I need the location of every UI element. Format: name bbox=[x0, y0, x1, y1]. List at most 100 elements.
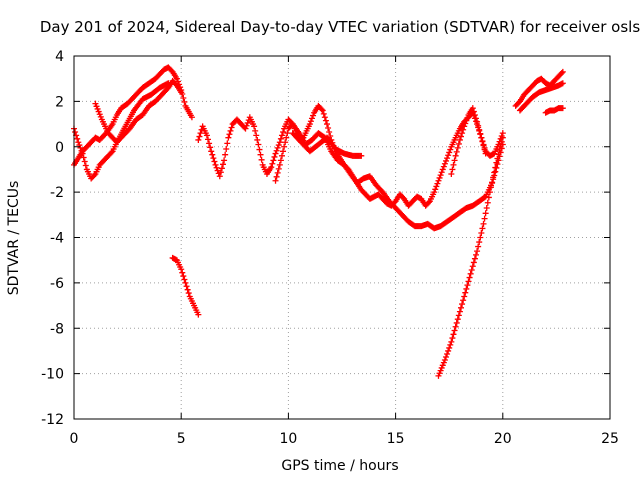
data-point bbox=[449, 335, 456, 342]
y-tick-label: -10 bbox=[41, 367, 64, 383]
series-track-A bbox=[71, 64, 195, 168]
data-point bbox=[211, 158, 218, 165]
y-tick-label: 2 bbox=[55, 94, 64, 110]
data-point bbox=[445, 347, 452, 354]
data-point bbox=[462, 289, 469, 296]
data-point bbox=[280, 129, 287, 136]
data-point bbox=[273, 147, 280, 154]
x-tick-label: 5 bbox=[177, 431, 186, 447]
data-point bbox=[173, 75, 180, 82]
data-point bbox=[226, 131, 233, 138]
data-point bbox=[459, 130, 466, 137]
data-point bbox=[483, 205, 490, 212]
data-point bbox=[481, 215, 488, 222]
chart-title: Day 201 of 2024, Sidereal Day-to-day VTE… bbox=[40, 18, 640, 36]
data-point bbox=[223, 146, 230, 153]
data-point bbox=[441, 160, 448, 167]
data-point bbox=[227, 127, 234, 134]
data-point bbox=[180, 94, 187, 101]
y-tick-label: -2 bbox=[50, 185, 64, 201]
tick-layer: 0 5 10 15 20 25 -12 -10 -8 -6 -4 -2 0 2 4 bbox=[41, 49, 619, 447]
data-point bbox=[82, 162, 89, 169]
data-point bbox=[464, 282, 471, 289]
data-point bbox=[228, 124, 235, 131]
data-point bbox=[496, 147, 503, 154]
series-track-B bbox=[71, 77, 185, 182]
grid-layer bbox=[74, 56, 610, 419]
data-point bbox=[319, 107, 326, 114]
data-point bbox=[252, 127, 259, 134]
data-point bbox=[273, 173, 280, 180]
data-point bbox=[277, 135, 284, 142]
data-point bbox=[283, 134, 290, 141]
series-track-G bbox=[169, 254, 202, 318]
data-point bbox=[91, 172, 98, 179]
data-point bbox=[188, 114, 195, 121]
data-point bbox=[276, 161, 283, 168]
data-point bbox=[256, 146, 263, 153]
data-point bbox=[284, 130, 291, 137]
data-point bbox=[72, 129, 79, 136]
series-track-L bbox=[542, 105, 566, 116]
data-point bbox=[203, 132, 210, 139]
data-point bbox=[446, 344, 453, 351]
data-point bbox=[207, 144, 214, 151]
data-point bbox=[253, 132, 260, 139]
data-point bbox=[208, 148, 215, 155]
y-tick-label: -4 bbox=[50, 231, 64, 247]
data-point bbox=[475, 122, 482, 129]
data-point bbox=[178, 266, 185, 273]
data-point bbox=[499, 134, 506, 141]
data-point bbox=[218, 165, 225, 172]
data-point bbox=[271, 153, 278, 160]
data-point bbox=[478, 229, 485, 236]
data-point bbox=[320, 110, 327, 117]
data-point bbox=[444, 350, 451, 357]
data-point bbox=[275, 142, 282, 149]
data-point bbox=[447, 146, 454, 153]
data-point bbox=[486, 189, 493, 196]
data-point bbox=[462, 120, 469, 127]
data-point bbox=[469, 105, 476, 112]
x-tick-label: 15 bbox=[387, 431, 405, 447]
data-point bbox=[460, 126, 467, 133]
data-point bbox=[275, 165, 282, 172]
data-point bbox=[495, 151, 502, 158]
data-point bbox=[461, 123, 468, 130]
data-point bbox=[455, 312, 462, 319]
data-point bbox=[214, 167, 221, 174]
data-point bbox=[456, 136, 463, 143]
data-point bbox=[327, 132, 334, 139]
data-point bbox=[463, 117, 470, 124]
x-tick-label: 20 bbox=[494, 431, 512, 447]
data-point bbox=[80, 154, 87, 161]
data-point bbox=[436, 174, 443, 181]
x-tick-label: 25 bbox=[601, 431, 619, 447]
data-point bbox=[272, 177, 279, 184]
data-point bbox=[467, 270, 474, 277]
data-point bbox=[473, 251, 479, 258]
data-point bbox=[485, 194, 492, 201]
data-point bbox=[224, 140, 231, 147]
data-point bbox=[439, 166, 446, 173]
data-point bbox=[477, 234, 484, 241]
series-track-I bbox=[448, 105, 489, 177]
data-point bbox=[442, 157, 449, 164]
data-point bbox=[498, 138, 505, 145]
data-point bbox=[475, 243, 482, 250]
data-point bbox=[272, 150, 279, 157]
data-point bbox=[79, 150, 86, 157]
data-point bbox=[437, 172, 444, 179]
series-track-F bbox=[289, 130, 365, 159]
y-axis-label: SDTVAR / TECUs bbox=[6, 181, 22, 296]
data-point bbox=[466, 274, 473, 281]
data-point bbox=[278, 152, 285, 159]
data-point bbox=[257, 151, 264, 158]
data-point bbox=[183, 283, 190, 290]
data-point bbox=[438, 169, 445, 176]
x-tick-label: 10 bbox=[279, 431, 297, 447]
data-point bbox=[181, 98, 188, 105]
data-point bbox=[196, 133, 203, 140]
data-point bbox=[205, 136, 211, 143]
